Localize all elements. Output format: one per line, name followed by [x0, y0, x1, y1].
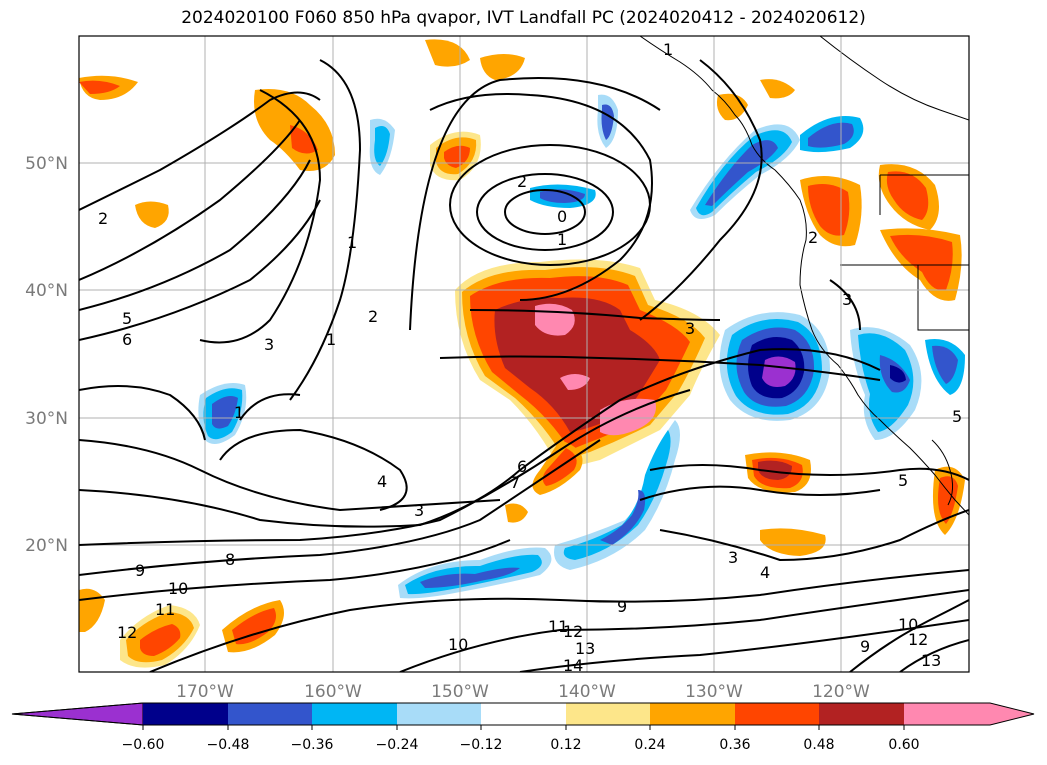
lat-label: 50°N — [25, 154, 68, 174]
colorbar-segment — [481, 703, 566, 725]
lon-label: 160°W — [304, 682, 362, 702]
colorbar-tick-label: −0.60 — [122, 737, 165, 753]
colorbar-segment — [312, 703, 397, 725]
contour-label: 10 — [898, 615, 918, 634]
shaded-anomaly-field — [79, 39, 965, 668]
colorbar-tick-label: 0.24 — [634, 737, 665, 753]
graticule — [79, 36, 969, 672]
contour-label: 10 — [168, 579, 188, 598]
colorbar-segment — [650, 703, 735, 725]
lon-label: 130°W — [685, 682, 743, 702]
contour-label: 10 — [448, 635, 468, 654]
contour-label: 1 — [663, 40, 673, 59]
colorbar-segment — [397, 703, 481, 725]
colorbar-tick-label: −0.48 — [207, 737, 250, 753]
colorbar-extend-right — [904, 703, 1034, 725]
contour-label: 3 — [264, 335, 274, 354]
coastline — [639, 36, 969, 516]
contour-label: 5 — [898, 471, 908, 490]
contour-label: 3 — [685, 319, 695, 338]
contour-label: 0 — [557, 207, 567, 226]
colorbar-tick-label: 0.48 — [803, 737, 834, 753]
latitude-labels: 50°N 40°N 30°N 20°N — [25, 154, 68, 556]
contour-lines — [79, 59, 969, 672]
colorbar-segment — [735, 703, 819, 725]
colorbar-segment — [819, 703, 904, 725]
contour-label: 6 — [122, 330, 132, 349]
contour-label: 5 — [952, 407, 962, 426]
contour-label: 3 — [414, 501, 424, 520]
contour-label: 2 — [808, 228, 818, 247]
longitude-labels: 170°W 160°W 150°W 140°W 130°W 120°W — [176, 682, 870, 702]
colorbar-extend-left — [11, 702, 144, 726]
contour-label: 11 — [548, 617, 568, 636]
contour-label: 9 — [860, 637, 870, 656]
contour-label: 2 — [368, 307, 378, 326]
contour-label: 12 — [117, 623, 137, 642]
contour-label: 12 — [908, 630, 928, 649]
contour-label: 1 — [557, 230, 567, 249]
contour-label: 2 — [517, 172, 527, 191]
lat-label: 20°N — [25, 536, 68, 556]
lon-label: 140°W — [558, 682, 616, 702]
colorbar-tick-label: −0.12 — [460, 737, 503, 753]
lon-label: 170°W — [176, 682, 234, 702]
colorbar-segment — [228, 703, 312, 725]
contour-label: 1 — [234, 403, 244, 422]
contour-label: 2 — [98, 209, 108, 228]
contour-label: 3 — [728, 548, 738, 567]
contour-label: 8 — [225, 550, 235, 569]
contour-label: 1 — [347, 233, 357, 252]
lon-label: 150°W — [431, 682, 489, 702]
lon-label: 120°W — [812, 682, 870, 702]
contour-label: 6 — [517, 457, 527, 476]
contour-label: 9 — [135, 561, 145, 580]
contour-label: 7 — [510, 473, 520, 492]
colorbar: −0.60 −0.48 −0.36 −0.24 −0.12 0.12 0.24 … — [11, 702, 1035, 753]
map-title: 2024020100 F060 850 hPa qvapor, IVT Land… — [181, 8, 866, 28]
lat-label: 40°N — [25, 281, 68, 301]
contour-label-group: 2 0 1 1 2 3 1 5 6 2 4 3 6 7 8 9 10 11 12… — [98, 40, 962, 675]
contour-label: 1 — [326, 330, 336, 349]
contour-label: 14 — [563, 656, 583, 675]
colorbar-tick-label: 0.60 — [888, 737, 919, 753]
colorbar-segment — [143, 703, 228, 725]
colorbar-tick-label: −0.24 — [376, 737, 419, 753]
contour-label: 13 — [921, 651, 941, 670]
colorbar-tick-label: −0.36 — [291, 737, 334, 753]
contour-label: 4 — [760, 563, 770, 582]
contour-label: 12 — [563, 622, 583, 641]
colorbar-tick-label: 0.36 — [719, 737, 750, 753]
contour-label: 9 — [617, 597, 627, 616]
contour-label: 5 — [122, 309, 132, 328]
contour-label: 4 — [377, 472, 387, 491]
contour-label: 13 — [575, 639, 595, 658]
lat-label: 30°N — [25, 409, 68, 429]
contour-label: 11 — [155, 600, 175, 619]
contour-label: 3 — [842, 290, 852, 309]
colorbar-tick-label: 0.12 — [550, 737, 581, 753]
colorbar-segment — [566, 703, 650, 725]
plot-frame — [78, 35, 970, 673]
